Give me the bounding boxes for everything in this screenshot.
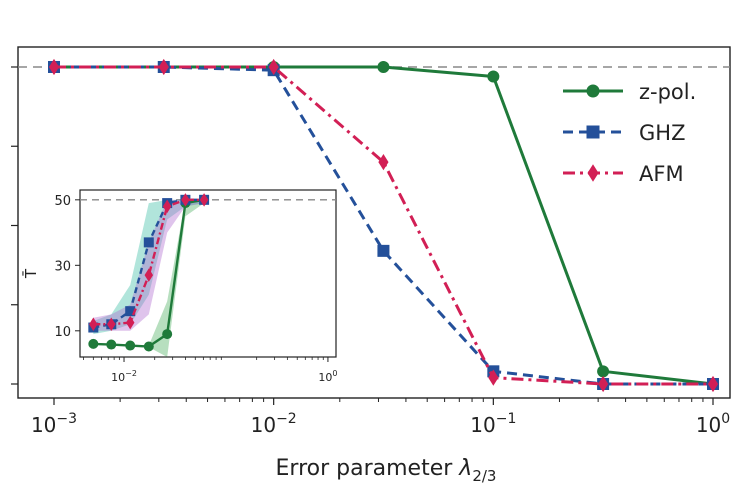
inset-point-0-0 [88,338,99,349]
inset-y-axis-label: T̄ [21,268,40,279]
inset-point-1-2 [125,306,136,317]
data-point-2-0 [48,58,60,76]
plot-frame [17,46,731,399]
inset-point-2-5 [181,193,190,207]
data-point-2-1 [158,58,169,76]
x-tick-label-0: 10−3 [31,411,77,437]
inset-y-tick-label-2: 50 [54,194,71,209]
inset-point-2-4 [162,199,172,214]
inset-x-tick-label-0: 10−2 [111,369,137,384]
x-tick-label-1: 10−2 [251,411,297,437]
main-plot [11,46,731,405]
data-point-1-3 [377,244,390,257]
inset-point-2-0 [89,317,98,332]
inset-point-0-4 [162,329,173,340]
data-point-2-6 [707,375,719,393]
data-point-2-2 [268,58,279,76]
inset-point-2-6 [199,193,209,207]
legend-marker-AFM [587,164,599,182]
inset-point-2-3 [144,268,154,282]
inset-plot: 10 30 50 10−2 100 T̄ [21,189,337,384]
legend-marker-z-pol. [586,84,600,98]
legend-label-GHZ: GHZ [639,121,685,145]
inset-y-tick-label-1: 30 [54,259,71,274]
inset-y-tick-label-0: 10 [54,325,71,340]
inset-point-2-1 [107,317,116,332]
data-point-0-3 [377,61,390,73]
axis-text: 10−3 10−2 10−1 100 Error parameter λ2/3 [31,411,730,485]
data-point-2-4 [488,369,499,386]
inset-point-0-3 [143,341,154,352]
x-tick-label-2: 10−1 [470,411,516,437]
data-point-2-5 [597,375,609,393]
x-axis-label: Error parameter λ2/3 [276,456,497,485]
inset-point-2-2 [125,315,135,330]
data-point-0-5 [597,365,610,378]
x-tick-label-3: 100 [696,411,730,437]
data-point-2-3 [378,154,389,171]
inset-point-1-3 [143,237,154,248]
legend: z-pol. GHZ AFM [563,80,696,186]
inset-band-GHZ [93,199,205,335]
legend-label-AFM: AFM [639,162,684,186]
inset-point-0-1 [106,339,117,350]
inset-point-0-2 [125,340,136,351]
inset-frame [79,189,337,358]
data-point-0-4 [487,70,500,83]
inset-band-AFM [93,199,205,331]
legend-label-z-pol.: z-pol. [639,80,696,104]
legend-marker-GHZ [586,125,600,139]
inset-x-tick-label-1: 100 [318,369,337,384]
